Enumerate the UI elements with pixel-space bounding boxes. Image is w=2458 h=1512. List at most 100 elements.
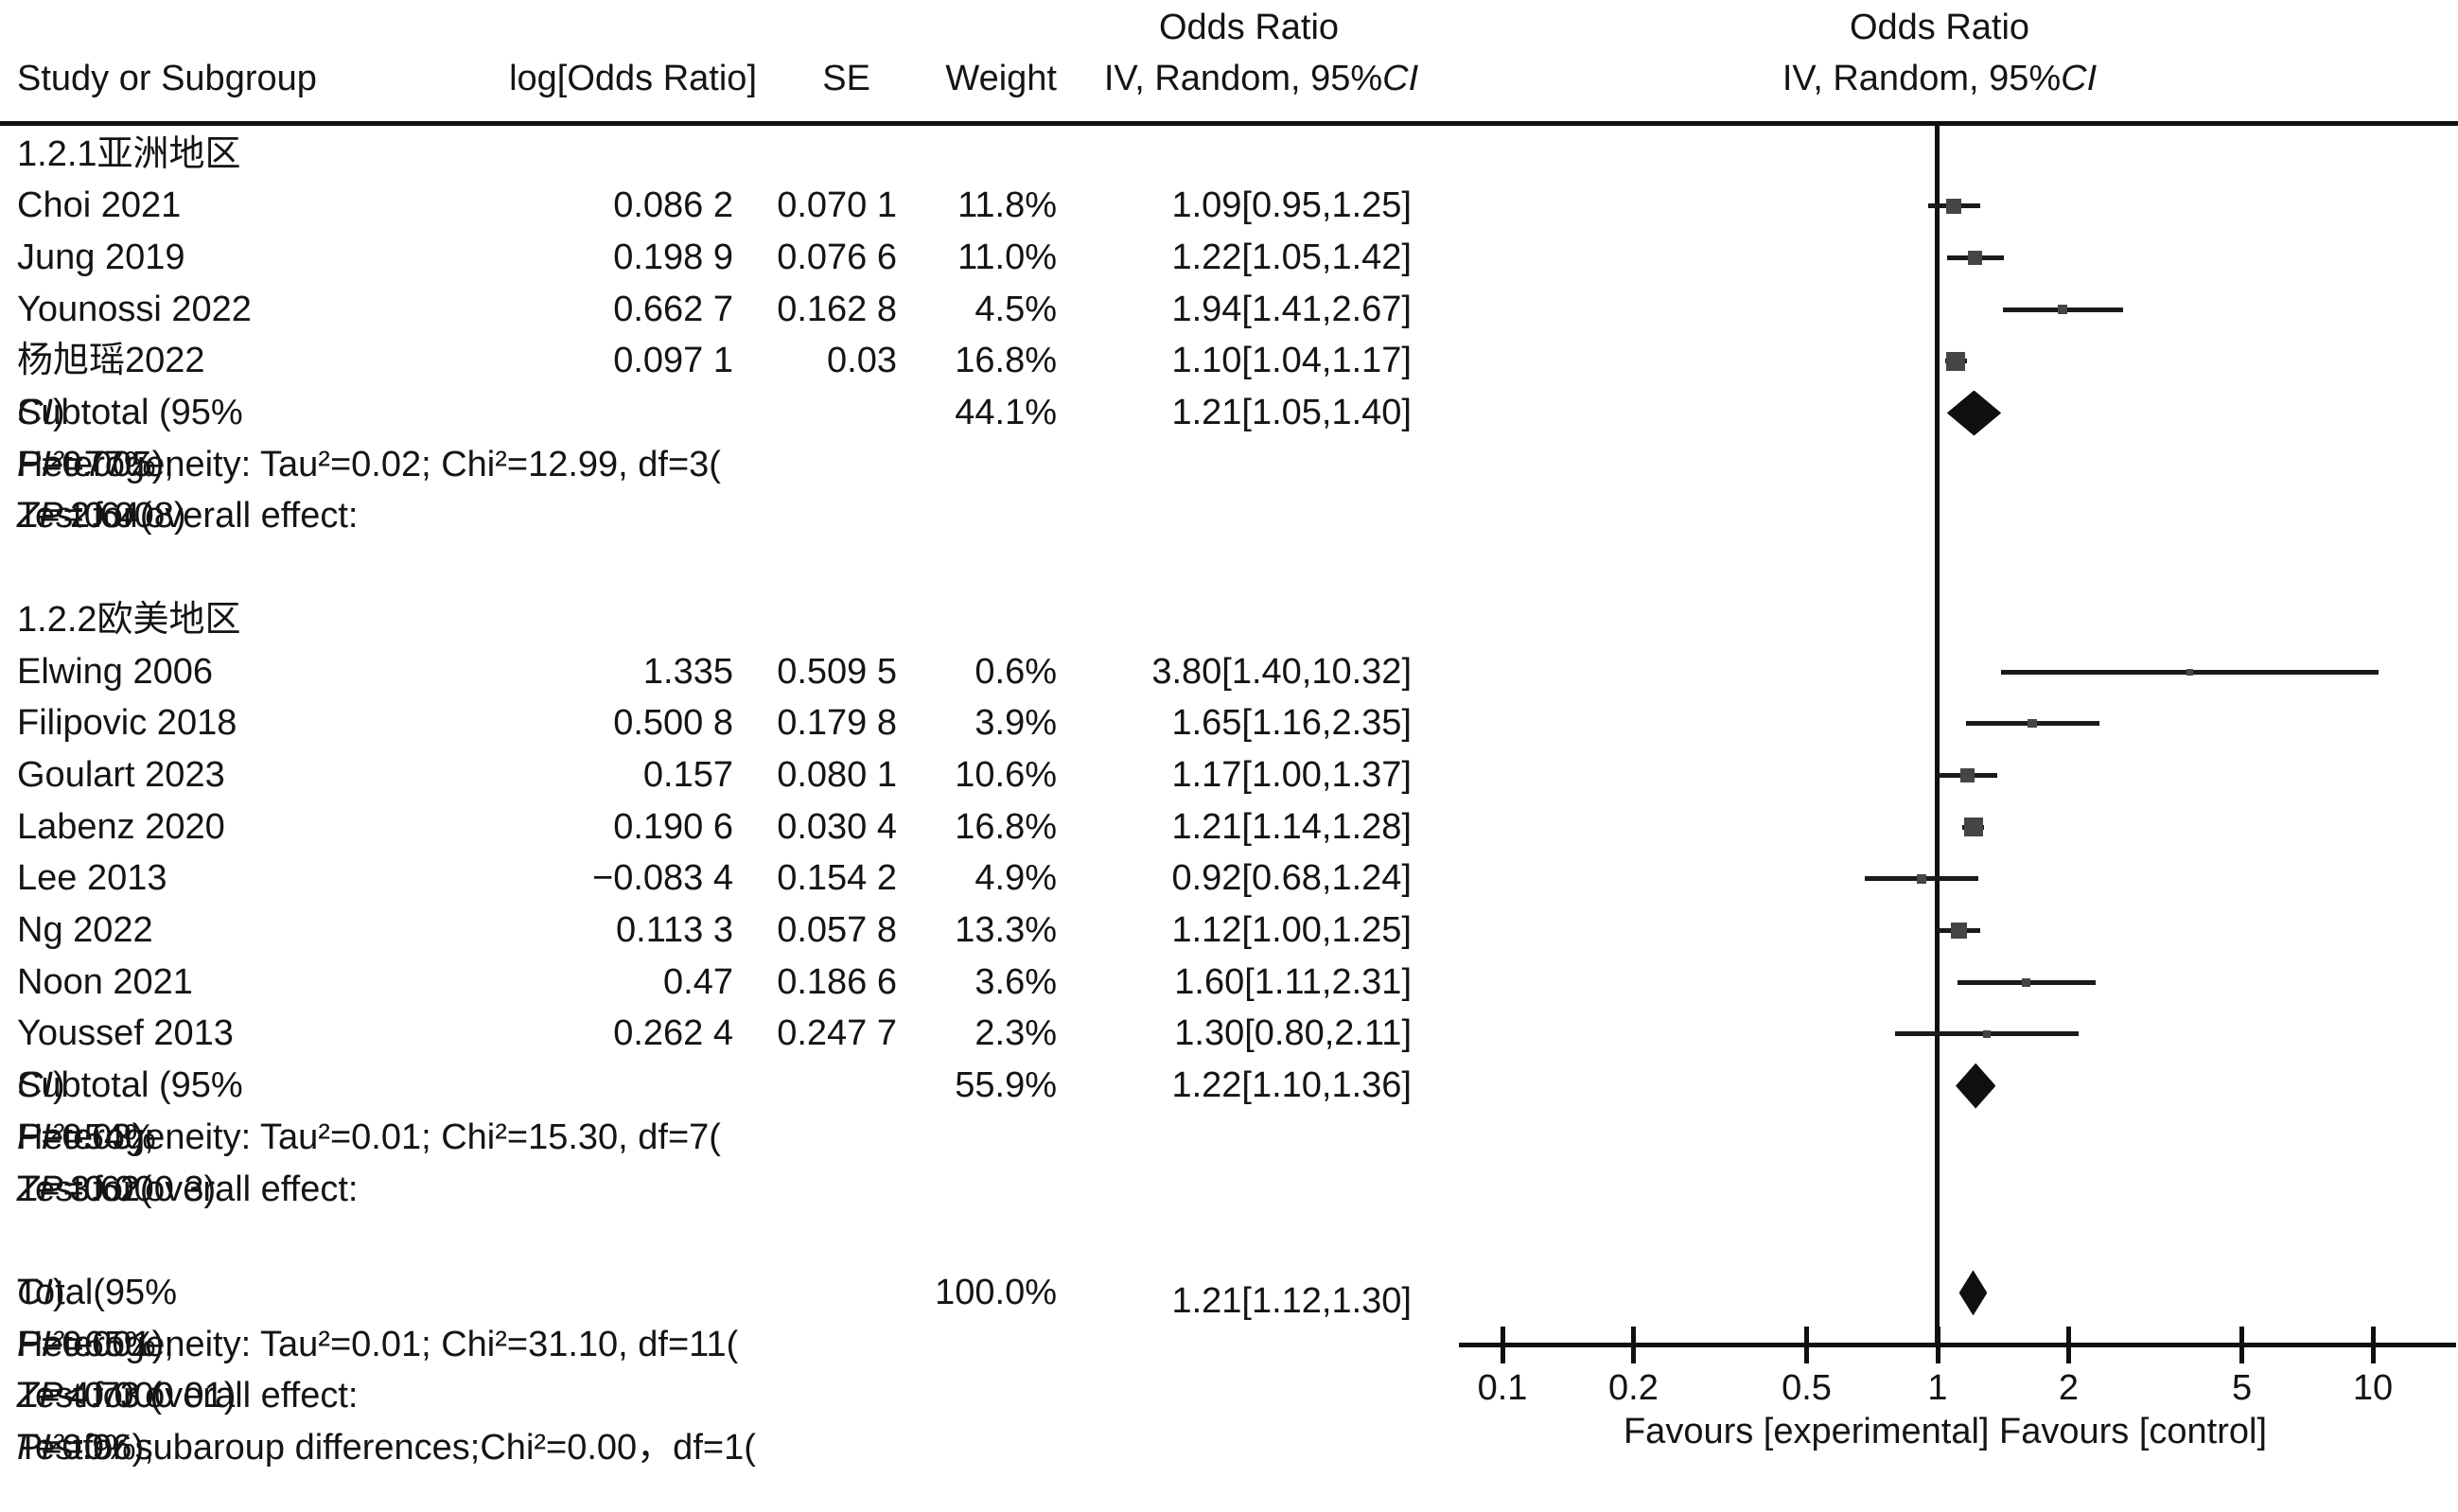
log-odds-ratio-value: 0.47 [663, 961, 733, 1002]
log-odds-ratio-value: −0.083 4 [592, 858, 733, 899]
x-axis-tick [1500, 1327, 1505, 1363]
x-axis-tick [2370, 1327, 2376, 1363]
study-name: Lee 2013 [17, 858, 167, 899]
or-ci-text: 1.10[1.04,1.17] [1171, 341, 1412, 381]
table-row: Choi 2021 0.086 2 0.070 1 11.8% 1.09[0.95,1.… [0, 180, 2458, 232]
or-ci-text: 1.17[1.00,1.37] [1171, 754, 1412, 795]
or-ci-text: 1.60[1.11,2.31] [1174, 961, 1412, 1002]
or-ci-text: 1.21[1.14,1.28] [1171, 806, 1412, 847]
stat-line: Test for overall effect: Z = 4.73 (P <0.00… [17, 1376, 359, 1416]
weight-value: 4.9% [974, 858, 1057, 899]
weight-value: 16.8% [955, 341, 1057, 381]
plot-header-method: IV, Random, 95%CI [1782, 59, 2098, 98]
section-label: 1.2.1亚洲地区 [17, 133, 241, 174]
pooled-label: Total(95% CI) [17, 1272, 177, 1312]
pooled-label: Subtotal (95% CI) [17, 1065, 243, 1106]
or-ci-text: 1.65[1.16,2.35] [1171, 703, 1412, 744]
stat-line: Testfor subaroup differences;Chi²=0.00，d… [17, 1428, 756, 1468]
or-ci-text: 1.30[0.80,2.11] [1174, 1013, 1412, 1054]
effect-square [1950, 922, 1968, 940]
weight-value: 3.9% [974, 703, 1057, 744]
x-axis-tick [1804, 1327, 1810, 1363]
table-row: Goulart 2023 0.157 0.080 1 10.6% 1.17[1.00,1… [0, 749, 2458, 801]
column-header-method: IV, Random, 95%CI [1103, 59, 1419, 98]
or-ci-text: 3.80[1.40,10.32] [1151, 651, 1412, 692]
weight-value: 100.0% [935, 1272, 1057, 1312]
line-of-no-effect [1935, 126, 1940, 1345]
log-odds-ratio-value: 0.262 4 [613, 1013, 733, 1054]
header-divider-line [0, 121, 2458, 126]
stat-line: Heterogeneity: Tau²=0.01; Chi²=31.10, df… [17, 1324, 739, 1364]
x-axis-tick-label: 1 [1927, 1368, 1948, 1408]
weight-value: 13.3% [955, 910, 1057, 950]
stat-line: Test for overall effect: Z = 3.62(P =0.000… [17, 1169, 359, 1209]
table-row: Test for overall effect: Z = 2.64(P =0.008… [0, 490, 2458, 542]
x-axis-line [1459, 1343, 2456, 1347]
table-row: Noon 2021 0.47 0.186 6 3.6% 1.60[1.11,2.31] [0, 957, 2458, 1009]
column-header-odds-ratio: Odds Ratio [1158, 8, 1340, 47]
study-name: Labenz 2020 [17, 806, 225, 847]
weight-value: 4.5% [974, 289, 1057, 329]
log-odds-ratio-value: 0.113 3 [616, 910, 733, 950]
table-row: Test for overall effect: Z = 4.73 (P <0.00… [0, 1370, 2458, 1422]
column-header-weight: Weight [945, 59, 1057, 98]
se-value: 0.076 6 [777, 237, 897, 277]
effect-square [2028, 719, 2037, 729]
weight-value: 10.6% [955, 754, 1057, 795]
x-axis-tick-label: 0.1 [1477, 1368, 1528, 1408]
log-odds-ratio-value: 0.190 6 [613, 806, 733, 847]
log-odds-ratio-value: 1.335 [642, 651, 733, 692]
effect-square [1963, 817, 1984, 837]
table-row: Heterogeneity: Tau²=0.02; Chi²=12.99, df… [0, 439, 2458, 491]
x-axis-tick [1935, 1327, 1940, 1363]
x-axis-tick [2239, 1327, 2245, 1363]
table-row: Elwing 2006 1.335 0.509 5 0.6% 3.80[1.40,10.… [0, 646, 2458, 698]
study-name: Goulart 2023 [17, 754, 225, 795]
table-row: Younossi 2022 0.662 7 0.162 8 4.5% 1.94[1.41… [0, 284, 2458, 336]
effect-square [1983, 1029, 1992, 1038]
weight-value: 16.8% [955, 806, 1057, 847]
study-name: 杨旭瑶2022 [17, 341, 205, 381]
effect-square [2058, 305, 2068, 314]
se-value: 0.162 8 [777, 289, 897, 329]
table-row: Test for overall effect: Z = 3.62(P =0.000… [0, 1164, 2458, 1216]
se-value: 0.509 5 [777, 651, 897, 692]
or-ci-text: 1.94[1.41,2.67] [1171, 289, 1412, 329]
weight-value: 11.0% [957, 237, 1057, 277]
table-row: 1.2.1亚洲地区 [0, 129, 2458, 181]
weight-value: 0.6% [974, 651, 1057, 692]
column-header-study: Study or Subgroup [17, 59, 317, 98]
table-row: Youssef 2013 0.262 4 0.247 7 2.3% 1.30[0.80,… [0, 1008, 2458, 1060]
table-row: Subtotal (95% CI) 44.1% 1.21[1.05,1.40] [0, 387, 2458, 439]
table-row: 1.2.2欧美地区 [0, 594, 2458, 646]
x-axis-tick [1630, 1327, 1636, 1363]
log-odds-ratio-value: 0.157 [642, 754, 733, 795]
table-row: Labenz 2020 0.190 6 0.030 4 16.8% 1.21[1.14,… [0, 801, 2458, 853]
or-ci-text: 1.12[1.00,1.25] [1171, 910, 1412, 950]
table-row: Heterogeneity: Tau²=0.01; Chi²=15.30, df… [0, 1112, 2458, 1164]
stat-line: Test for overall effect: Z = 2.64(P =0.008… [17, 496, 359, 536]
x-axis-tick-label: 10 [2352, 1368, 2394, 1408]
log-odds-ratio-value: 0.086 2 [613, 185, 733, 226]
table-row: Jung 2019 0.198 9 0.076 6 11.0% 1.22[1.05,1.… [0, 232, 2458, 284]
plot-header-odds-ratio: Odds Ratio [1849, 8, 2030, 47]
weight-value: 3.6% [974, 961, 1057, 1002]
study-name: Jung 2019 [17, 237, 185, 277]
axis-caption: Favours [experimental] Favours [control] [1623, 1412, 2268, 1451]
effect-square [2186, 668, 2194, 676]
stat-line: Heterogeneity: Tau²=0.02; Chi²=12.99, df… [17, 444, 721, 484]
section-label: 1.2.2欧美地区 [17, 599, 241, 640]
study-name: Youssef 2013 [17, 1013, 234, 1054]
table-row: Lee 2013 −0.083 4 0.154 2 4.9% 0.92[0.68,1.2… [0, 853, 2458, 905]
stat-line: Heterogeneity: Tau²=0.01; Chi²=15.30, df… [17, 1116, 721, 1157]
study-name: Noon 2021 [17, 961, 193, 1002]
effect-square [1968, 250, 1983, 266]
study-name: Filipovic 2018 [17, 703, 237, 744]
column-header-se: SE [822, 59, 870, 98]
table-row: Testfor subaroup differences;Chi²=0.00，d… [0, 1422, 2458, 1474]
weight-value: 2.3% [974, 1013, 1057, 1054]
se-value: 0.154 2 [777, 858, 897, 899]
effect-square [2022, 977, 2031, 987]
log-odds-ratio-value: 0.500 8 [613, 703, 733, 744]
